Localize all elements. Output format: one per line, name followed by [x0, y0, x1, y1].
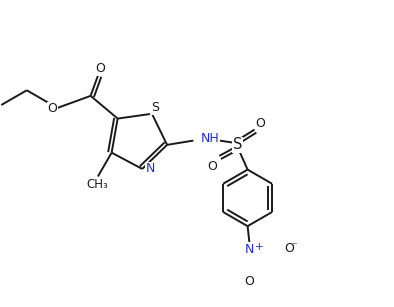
Text: O: O: [245, 275, 255, 288]
Text: CH₃: CH₃: [86, 178, 108, 191]
Text: O: O: [255, 117, 265, 130]
Text: +: +: [255, 242, 264, 251]
Text: S: S: [233, 137, 242, 152]
Text: ⁻: ⁻: [292, 241, 297, 251]
Text: NH: NH: [201, 132, 219, 145]
Text: O: O: [95, 62, 105, 75]
Text: O: O: [284, 243, 294, 255]
Text: O: O: [208, 160, 217, 173]
Text: N: N: [245, 243, 254, 256]
Text: N: N: [145, 162, 155, 175]
Text: S: S: [151, 101, 159, 115]
Text: O: O: [48, 102, 58, 115]
